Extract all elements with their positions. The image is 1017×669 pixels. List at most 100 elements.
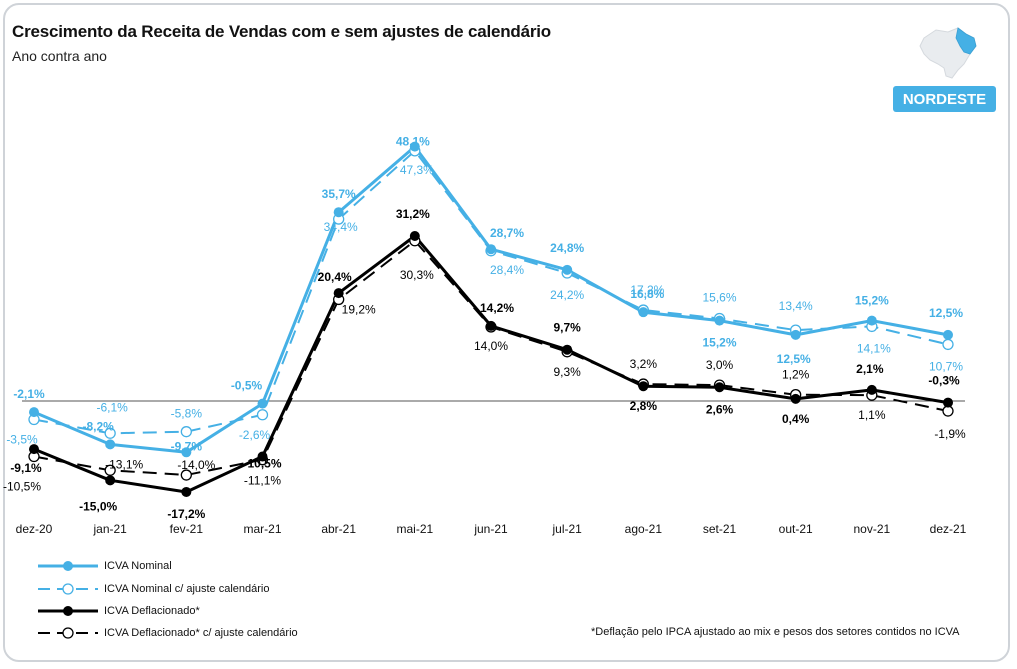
- data-point: [180, 469, 192, 481]
- data-label: 31,2%: [396, 207, 430, 221]
- data-label: -9,7%: [171, 439, 203, 453]
- data-label: -6,1%: [96, 400, 128, 414]
- data-point: [104, 464, 116, 476]
- data-point: [409, 231, 420, 241]
- data-point: [181, 447, 192, 458]
- data-label: 24,8%: [550, 241, 584, 255]
- data-label: 2,6%: [706, 402, 734, 416]
- data-label: 10,7%: [929, 359, 963, 373]
- data-point: [104, 427, 116, 439]
- data-label: -15,0%: [79, 499, 117, 513]
- data-label: 34,4%: [324, 220, 358, 234]
- legend-label: ICVA Nominal c/ ajuste calendário: [104, 583, 270, 595]
- data-point: [562, 264, 573, 275]
- data-label: 48,1%: [396, 135, 430, 149]
- x-tick-label: jul-21: [551, 522, 582, 536]
- brazil-map-icon: [919, 27, 977, 79]
- data-point: [256, 409, 269, 421]
- data-label: 1,2%: [782, 368, 810, 382]
- data-point: [942, 338, 954, 351]
- data-label: 13,4%: [779, 299, 813, 313]
- legend-label: ICVA Nominal: [104, 560, 172, 572]
- legend-label: ICVA Deflacionado* c/ ajuste calendário: [104, 627, 298, 639]
- data-point: [790, 393, 801, 404]
- data-label: 9,7%: [553, 321, 581, 335]
- legend-item-icva-deflacionado-ajuste: ICVA Deflacionado* c/ ajuste calendário: [36, 623, 298, 643]
- data-label: 19,2%: [342, 302, 376, 316]
- legend-item-icva-deflacionado: ICVA Deflacionado*: [36, 601, 200, 621]
- data-point: [562, 344, 573, 355]
- data-label: 2,8%: [630, 399, 658, 413]
- data-label: -10,5%: [243, 457, 281, 471]
- x-tick-label: fev-21: [170, 522, 204, 536]
- data-point: [714, 315, 725, 326]
- x-tick-label: set-21: [703, 522, 737, 536]
- data-label: 9,3%: [553, 365, 581, 379]
- data-point: [790, 329, 801, 340]
- data-label: 2,1%: [856, 362, 884, 376]
- data-point: [257, 398, 268, 409]
- x-tick-label: mar-21: [243, 522, 281, 536]
- data-label: 1,1%: [858, 408, 886, 422]
- region-badge: NORDESTE: [893, 86, 996, 112]
- legend-swatch-dashed-blue: [38, 583, 98, 595]
- data-label: -9,1%: [10, 461, 42, 475]
- chart-title: Crescimento da Receita de Vendas com e s…: [12, 22, 551, 41]
- data-point: [333, 207, 344, 218]
- x-tick-label: nov-21: [853, 522, 890, 536]
- x-tick-label: dez-21: [930, 522, 967, 536]
- footnote: *Deflação pelo IPCA ajustado ao mix e pe…: [591, 626, 960, 638]
- data-label: 47,3%: [400, 163, 434, 177]
- data-point: [181, 486, 192, 497]
- data-label: -14,0%: [177, 458, 215, 472]
- data-label: 15,2%: [855, 294, 889, 308]
- legend-swatch-solid-black: [38, 606, 98, 616]
- data-label: 30,3%: [400, 268, 434, 282]
- data-label: 14,2%: [480, 301, 514, 315]
- data-label: 20,4%: [318, 270, 352, 284]
- data-label: -0,5%: [231, 379, 263, 393]
- x-tick-label: jan-21: [92, 522, 127, 536]
- data-point: [409, 141, 420, 152]
- data-label: -17,2%: [167, 507, 205, 521]
- chart-subtitle: Ano contra ano: [12, 48, 107, 64]
- data-label: 12,5%: [777, 352, 811, 366]
- data-label: 3,0%: [706, 358, 734, 372]
- data-point: [29, 444, 39, 455]
- data-label: 15,2%: [702, 336, 736, 350]
- x-tick-label: mai-21: [396, 522, 433, 536]
- x-tick-label: ago-21: [625, 522, 663, 536]
- data-point: [866, 384, 877, 395]
- data-point: [105, 439, 116, 450]
- legend-swatch-solid-blue: [38, 561, 98, 571]
- data-point: [943, 329, 953, 340]
- data-label: 14,1%: [857, 341, 891, 355]
- data-label: -11,1%: [244, 474, 281, 488]
- x-tick-label: dez-20: [16, 522, 53, 536]
- x-tick-label: out-21: [779, 522, 813, 536]
- data-label: 24,2%: [550, 288, 584, 302]
- data-point: [105, 475, 116, 486]
- data-label: -5,8%: [171, 407, 203, 421]
- data-point: [180, 426, 192, 438]
- data-label: 17,2%: [630, 283, 664, 297]
- data-label: 12,5%: [929, 306, 963, 320]
- x-tick-label: jun-21: [473, 522, 508, 536]
- data-label: -13,1%: [105, 457, 143, 471]
- data-label: 14,0%: [474, 339, 508, 353]
- legend-swatch-dashed-black: [38, 627, 98, 639]
- data-point: [486, 320, 496, 331]
- data-point: [638, 307, 649, 318]
- legend-item-icva-nominal: ICVA Nominal: [36, 556, 172, 576]
- data-label: 16,8%: [630, 287, 664, 301]
- data-label: -3,5%: [6, 433, 38, 447]
- series-line: [33, 149, 949, 435]
- data-point: [257, 451, 268, 462]
- data-point: [638, 381, 649, 392]
- data-label: -1,9%: [934, 427, 966, 441]
- data-point: [866, 315, 877, 326]
- data-label: -10,5%: [3, 480, 41, 494]
- chart-frame: [3, 3, 1010, 662]
- data-label: -0,3%: [928, 374, 960, 388]
